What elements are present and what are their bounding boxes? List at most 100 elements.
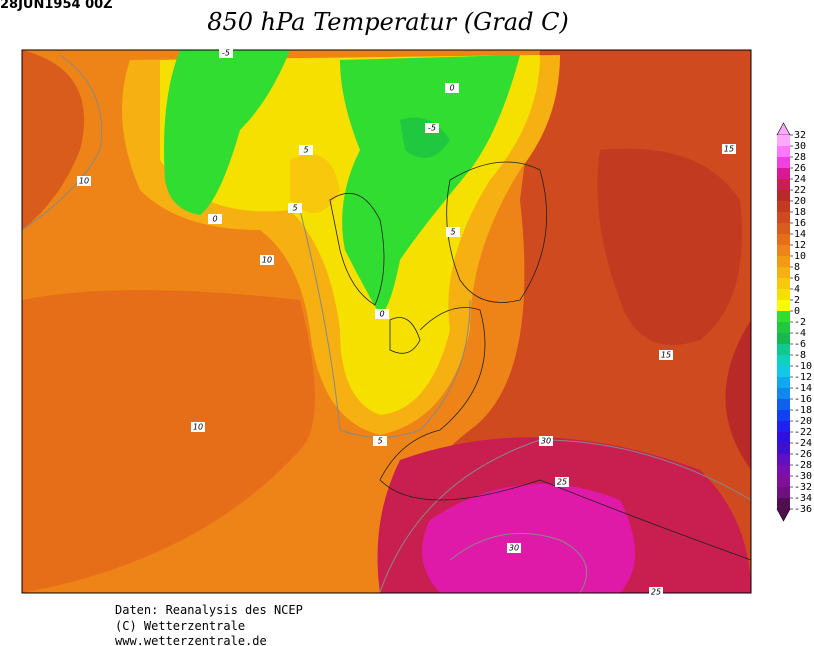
colorbar-label: 8	[794, 262, 800, 273]
contour-label-bg	[722, 144, 736, 154]
contour-label-bg	[539, 436, 553, 446]
colorbar-band	[777, 355, 790, 367]
colorbar-label: -36	[794, 504, 812, 515]
contour-label-bg	[299, 145, 313, 155]
colorbar-band	[777, 223, 790, 235]
footer-line: (C) Wetterzentrale	[115, 619, 245, 633]
contour-label-bg	[507, 543, 521, 553]
contour-label-bg	[208, 214, 222, 224]
contour-label-bg	[219, 48, 233, 58]
contour-label-bg	[260, 255, 274, 265]
colorbar-band	[777, 410, 790, 422]
colorbar-band	[777, 333, 790, 345]
colorbar-band	[777, 168, 790, 180]
contour-label: 15	[724, 145, 734, 154]
contour-label: -5	[428, 124, 436, 133]
colorbar-band	[777, 454, 790, 466]
contour-label-bg	[77, 176, 91, 186]
contour-label: 5	[450, 228, 455, 237]
colorbar-cap	[776, 122, 791, 136]
colorbar-label: -34	[794, 493, 812, 504]
colorbar-cap	[776, 508, 791, 522]
footer-line: Daten: Reanalysis des NCEP	[115, 603, 303, 617]
contour-label: 25	[557, 478, 567, 487]
colorbar-band	[777, 476, 790, 488]
colorbar-label: 0	[794, 306, 800, 317]
contour-label: 10	[262, 256, 272, 265]
colorbar-band	[777, 179, 790, 191]
colorbar-band	[777, 311, 790, 323]
colorbar-label: -24	[794, 438, 812, 449]
colorbar-label: -16	[794, 394, 812, 405]
colorbar-band	[777, 278, 790, 290]
colorbar-band	[777, 201, 790, 213]
contour-label-bg	[425, 123, 439, 133]
colorbar-label: -26	[794, 449, 812, 460]
colorbar-band	[777, 443, 790, 455]
contour-label: 5	[303, 146, 308, 155]
colorbar-label: 12	[794, 240, 806, 251]
contour-label: 10	[79, 177, 89, 186]
contour-label-bg	[659, 350, 673, 360]
colorbar-label: 6	[794, 273, 800, 284]
colorbar-band	[777, 267, 790, 279]
contour-label: 30	[541, 437, 551, 446]
colorbar-band	[777, 146, 790, 158]
colorbar-band	[777, 135, 790, 147]
contour-label-bg	[446, 227, 460, 237]
colorbar-band	[777, 157, 790, 169]
contour-label-bg	[373, 436, 387, 446]
colorbar-label: -4	[794, 328, 806, 339]
colorbar-band	[777, 190, 790, 202]
contour-label: 0	[449, 84, 454, 93]
colorbar-band	[777, 432, 790, 444]
colorbar-label: 32	[794, 130, 806, 141]
colorbar-label: -32	[794, 482, 812, 493]
contour-label: 30	[509, 544, 519, 553]
colorbar-band	[777, 234, 790, 246]
colorbar-band	[777, 498, 790, 510]
colorbar-band	[777, 399, 790, 411]
colorbar-label: 24	[794, 174, 806, 185]
contour-label-bg	[375, 309, 389, 319]
footer-line: www.wetterzentrale.de	[115, 634, 267, 646]
colorbar-band	[777, 256, 790, 268]
contour-label: -5	[222, 49, 230, 58]
colorbar-label: -14	[794, 383, 812, 394]
contour-label-bg	[649, 587, 663, 597]
colorbar-band	[777, 322, 790, 334]
colorbar-band	[777, 245, 790, 257]
colorbar-label: -22	[794, 427, 812, 438]
colorbar-label: -6	[794, 339, 806, 350]
colorbar-band	[777, 377, 790, 389]
contour-label-bg	[445, 83, 459, 93]
colorbar-band	[777, 487, 790, 499]
colorbar-band	[777, 465, 790, 477]
contour-label: 5	[377, 437, 382, 446]
contour-label-bg	[555, 477, 569, 487]
contour-label: 0	[212, 215, 217, 224]
colorbar-band	[777, 421, 790, 433]
date-label: 28JUN1954 00Z	[0, 0, 113, 12]
colorbar-band	[777, 300, 790, 312]
colorbar-band	[777, 388, 790, 400]
colorbar-label: -20	[794, 416, 812, 427]
colorbar-label: 26	[794, 163, 806, 174]
colorbar-label: -12	[794, 372, 812, 383]
contour-label: 10	[193, 423, 203, 432]
colorbar-label: 20	[794, 196, 806, 207]
map-title: 850 hPa Temperatur (Grad C)	[207, 8, 569, 36]
colorbar-label: 14	[794, 229, 806, 240]
colorbar-label: 28	[794, 152, 806, 163]
colorbar-label: -8	[794, 350, 806, 361]
contour-label: 15	[661, 351, 671, 360]
colorbar-label: -30	[794, 471, 812, 482]
colorbar-label: -18	[794, 405, 812, 416]
colorbar-label: -10	[794, 361, 812, 372]
colorbar-band	[777, 289, 790, 301]
colorbar-label: 2	[794, 295, 800, 306]
colorbar-label: 10	[794, 251, 806, 262]
contour-label-bg	[288, 203, 302, 213]
map-field	[21, 49, 752, 594]
